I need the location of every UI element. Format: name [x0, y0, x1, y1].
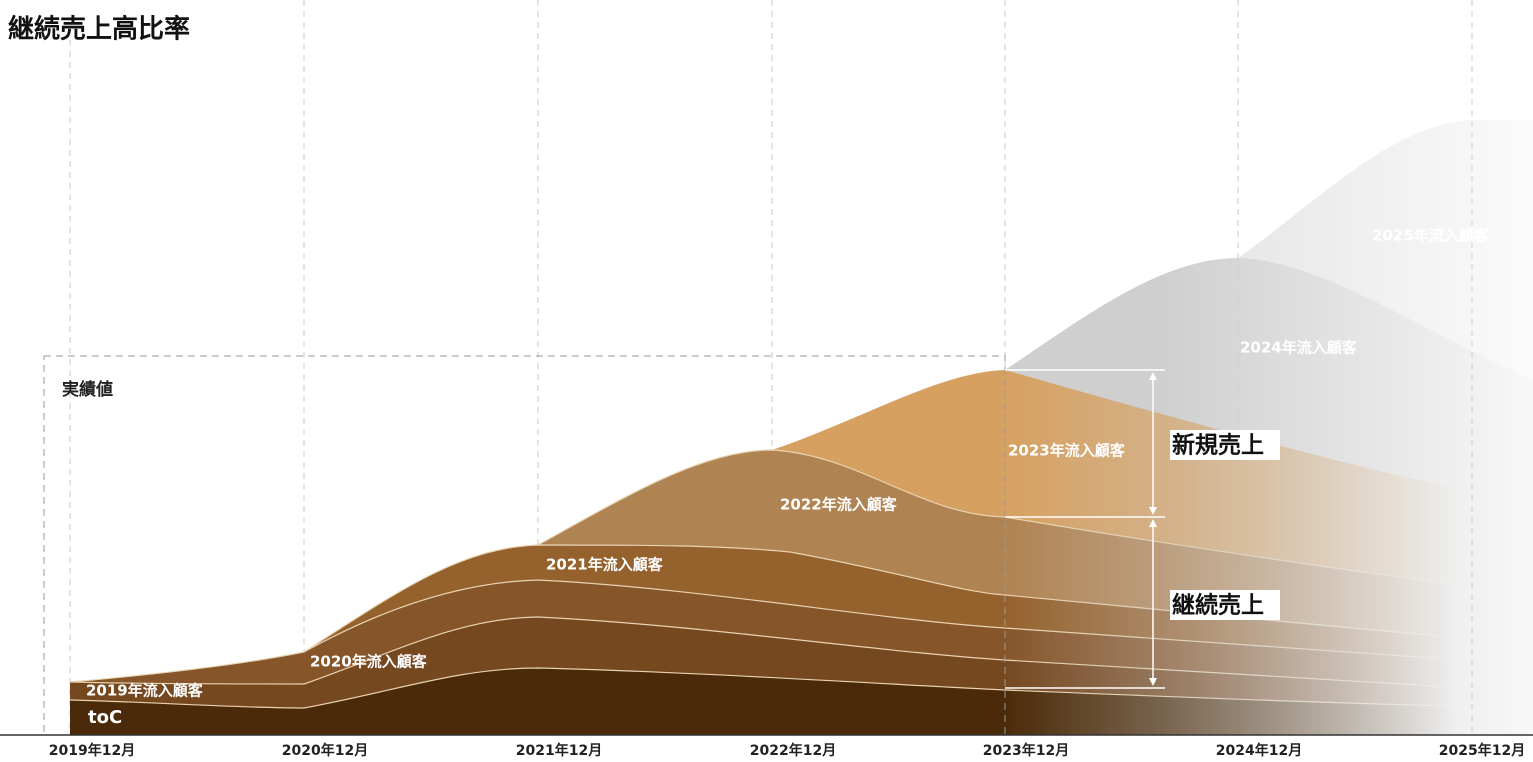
annotation: 新規売上 — [1172, 432, 1264, 459]
x-label: 2025年12月 — [1439, 742, 1525, 759]
annotation: 継続売上 — [1172, 592, 1264, 619]
title: 継続売上高比率 — [8, 14, 190, 45]
label-bg — [1170, 590, 1280, 620]
x-label: 2019年12月 — [49, 742, 135, 759]
layer-label: 2020年流入顧客 — [310, 653, 428, 671]
x-label: 2020年12月 — [282, 742, 368, 759]
x-label: 2021年12月 — [516, 742, 602, 759]
layer-label: 2021年流入顧客 — [546, 556, 664, 574]
x-label: 2023年12月 — [983, 742, 1069, 759]
layer-label: 2023年流入顧客 — [1008, 442, 1126, 460]
layer-label: 2025年流入顧客 — [1372, 227, 1490, 245]
x-label: 2024年12月 — [1216, 742, 1302, 759]
label-bg — [1170, 430, 1280, 460]
layer-toc — [70, 668, 1533, 735]
x-label: 2022年12月 — [750, 742, 836, 759]
layer-label: toC — [88, 707, 122, 728]
region-label: 実績値 — [62, 379, 113, 400]
actual-region — [43, 355, 1006, 736]
brackets — [1005, 369, 1165, 689]
layer-label: 2022年流入顧客 — [780, 496, 898, 514]
brown-layers — [69, 370, 1533, 735]
layer-label: 2019年流入顧客 — [86, 682, 204, 700]
layer-label: 2024年流入顧客 — [1240, 339, 1358, 357]
